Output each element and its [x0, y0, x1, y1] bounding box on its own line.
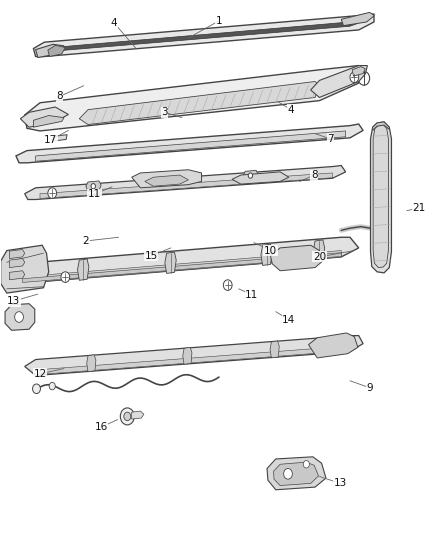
Text: 12: 12	[33, 369, 46, 379]
Polygon shape	[79, 82, 319, 125]
Polygon shape	[311, 66, 367, 98]
Circle shape	[48, 188, 57, 198]
Polygon shape	[40, 173, 332, 198]
Polygon shape	[35, 44, 64, 58]
Polygon shape	[341, 12, 374, 26]
Circle shape	[284, 469, 292, 479]
Polygon shape	[5, 304, 35, 330]
Text: 7: 7	[327, 134, 334, 144]
Circle shape	[32, 384, 40, 393]
Text: 15: 15	[145, 251, 158, 261]
Polygon shape	[86, 181, 101, 191]
Polygon shape	[87, 355, 96, 372]
Polygon shape	[371, 122, 392, 273]
Text: 4: 4	[111, 18, 117, 28]
Text: 16: 16	[95, 422, 108, 432]
Text: 9: 9	[366, 383, 373, 393]
Polygon shape	[271, 245, 324, 271]
Polygon shape	[10, 271, 25, 280]
Polygon shape	[261, 244, 272, 265]
Polygon shape	[20, 107, 68, 127]
Circle shape	[61, 272, 70, 282]
Circle shape	[303, 461, 309, 468]
Polygon shape	[53, 135, 67, 141]
Polygon shape	[25, 336, 363, 375]
Polygon shape	[78, 259, 89, 280]
Text: 11: 11	[245, 289, 258, 300]
Polygon shape	[183, 348, 192, 365]
Polygon shape	[48, 45, 65, 56]
Polygon shape	[270, 341, 279, 358]
Polygon shape	[352, 67, 365, 76]
Polygon shape	[16, 124, 363, 163]
Circle shape	[49, 382, 55, 390]
Polygon shape	[35, 131, 346, 161]
Polygon shape	[22, 253, 341, 282]
Polygon shape	[25, 66, 359, 131]
Circle shape	[91, 183, 95, 189]
Polygon shape	[33, 14, 374, 56]
Text: 1: 1	[215, 16, 223, 26]
Polygon shape	[267, 457, 326, 490]
Polygon shape	[132, 169, 201, 188]
Text: 13: 13	[334, 479, 347, 488]
Polygon shape	[243, 170, 258, 181]
Text: 10: 10	[264, 246, 277, 255]
Polygon shape	[308, 333, 358, 358]
Polygon shape	[6, 237, 359, 284]
Polygon shape	[33, 116, 64, 127]
Text: 14: 14	[282, 314, 296, 325]
Text: 17: 17	[44, 135, 57, 145]
Polygon shape	[40, 346, 346, 374]
Text: 2: 2	[82, 236, 89, 246]
Text: 20: 20	[313, 252, 326, 262]
Text: 21: 21	[412, 203, 426, 213]
Polygon shape	[373, 122, 389, 131]
Polygon shape	[232, 172, 289, 184]
Polygon shape	[132, 411, 144, 419]
Text: 8: 8	[311, 170, 318, 180]
Circle shape	[223, 280, 232, 290]
Polygon shape	[53, 22, 359, 51]
Polygon shape	[313, 240, 325, 261]
Circle shape	[120, 408, 134, 425]
Text: 8: 8	[57, 91, 63, 101]
Text: 4: 4	[288, 104, 294, 115]
Polygon shape	[25, 165, 346, 199]
Polygon shape	[1, 245, 49, 293]
Polygon shape	[10, 259, 25, 268]
Circle shape	[124, 412, 131, 421]
Text: 11: 11	[88, 189, 101, 199]
Circle shape	[350, 72, 359, 83]
Text: 3: 3	[161, 107, 168, 117]
Text: 13: 13	[7, 296, 21, 306]
Polygon shape	[145, 175, 188, 186]
Polygon shape	[274, 462, 318, 486]
Polygon shape	[165, 252, 176, 273]
Circle shape	[248, 173, 253, 178]
Polygon shape	[18, 251, 341, 284]
Circle shape	[358, 71, 370, 85]
Circle shape	[14, 312, 23, 322]
Polygon shape	[10, 249, 25, 259]
Polygon shape	[373, 125, 389, 268]
